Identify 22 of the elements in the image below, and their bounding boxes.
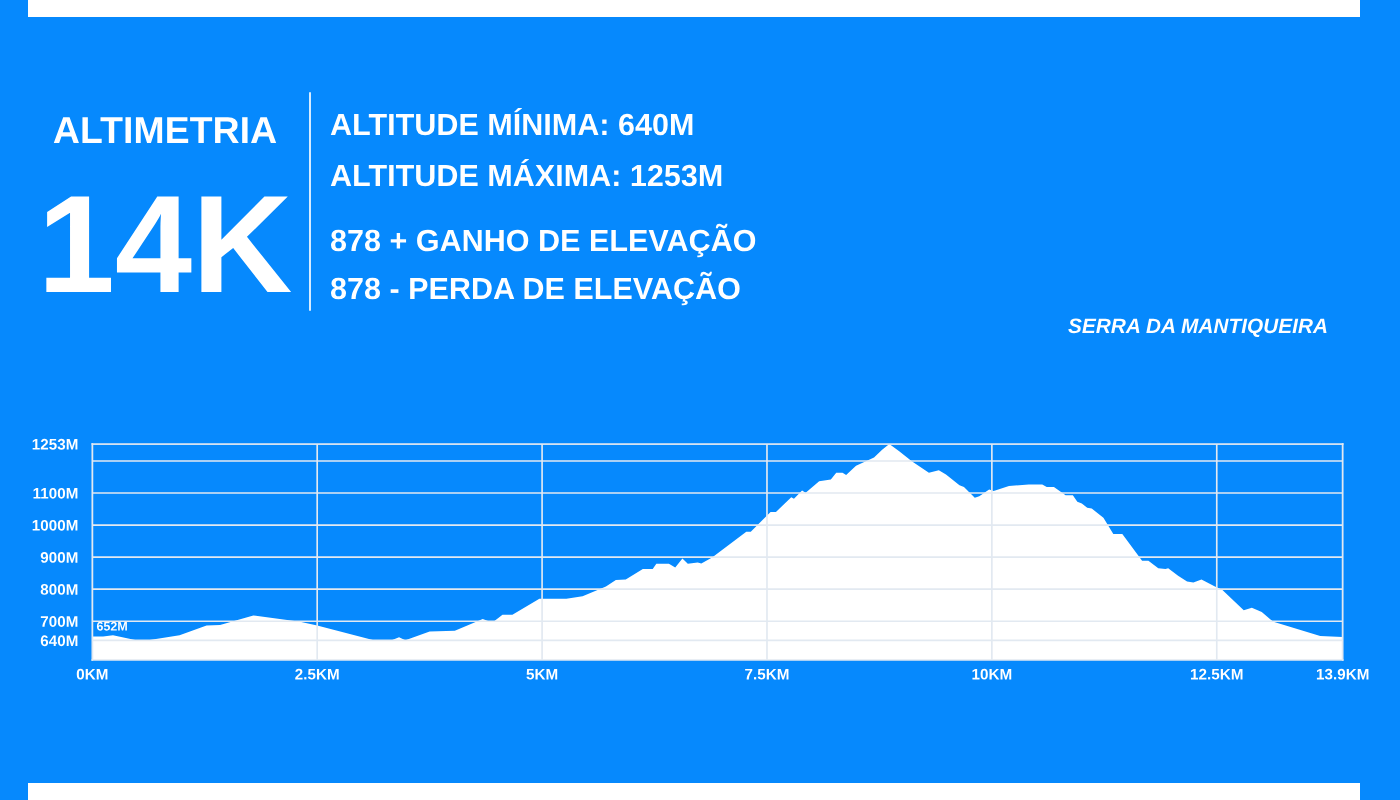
x-tick-label: 10KM (972, 668, 1012, 680)
x-tick-label: 5KM (526, 668, 558, 680)
x-tick-label: 13.9KM (1316, 668, 1369, 680)
x-tick-label: 0KM (76, 668, 108, 680)
x-tick-label: 12.5KM (1190, 668, 1243, 680)
x-tick-label: 7.5KM (745, 668, 789, 680)
y-tick-label: 1000M (32, 519, 78, 531)
chart-title: ALTIMETRIA (53, 117, 277, 143)
text: ALTITUDE MÍNIMA: 640M (330, 107, 693, 136)
annotation: 652M (96, 621, 127, 631)
y-tick-label: 700M (40, 616, 78, 627)
y-tick-label: 800M (40, 584, 78, 595)
y-tick-label: 1100M (33, 487, 78, 499)
text: ALTITUDE MÁXIMA: 1253M (330, 158, 722, 187)
x-tick-label: 2.5KM (295, 668, 339, 680)
y-tick-label: 1253M (32, 438, 78, 450)
text: SERRA DA MANTIQUEIRA (1068, 318, 1327, 338)
y-tick-label: 640M (40, 635, 78, 647)
text: 878 - PERDA DE ELEVAÇÃO (330, 271, 740, 306)
chart-subtitle: 14K (46, 196, 292, 292)
y-tick-label: 900M (40, 552, 78, 563)
text: 878 + GANHO DE ELEVAÇÃO (330, 223, 756, 258)
